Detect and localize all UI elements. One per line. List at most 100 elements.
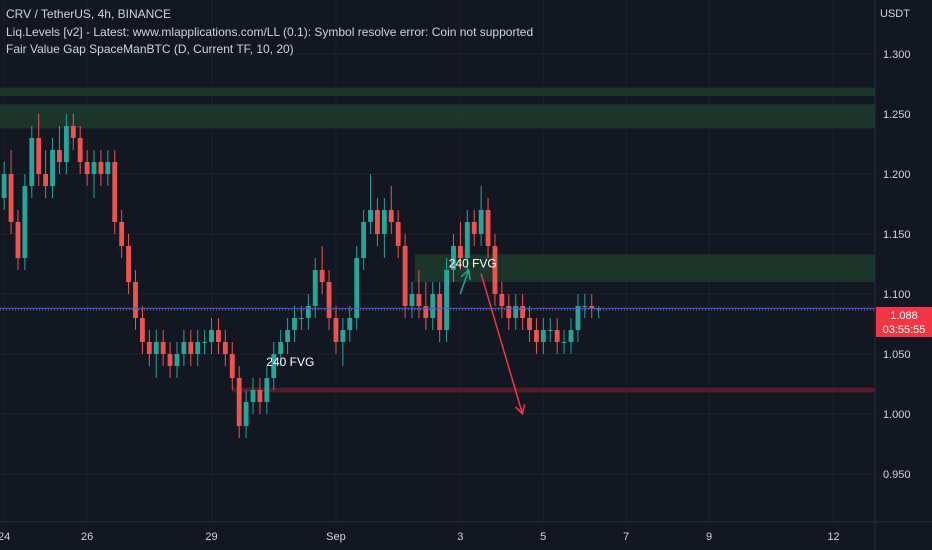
- time-tick-label: 12: [827, 531, 839, 543]
- fvg-label: 240 FVG: [266, 355, 314, 369]
- candle-body: [437, 294, 443, 330]
- candle-body: [77, 138, 83, 162]
- fvg-zones: [0, 87, 876, 393]
- candle-body: [375, 210, 380, 234]
- candle-body: [222, 342, 228, 354]
- candle-body: [257, 390, 263, 402]
- candle-body: [381, 210, 387, 234]
- candle-body: [451, 246, 456, 270]
- symbol-title[interactable]: CRV / TetherUS, 4h, BINANCE: [6, 7, 171, 21]
- candle-body: [368, 210, 373, 222]
- candle-body: [50, 150, 55, 186]
- price-tick-label: 1.300: [883, 49, 911, 61]
- candle-body: [520, 306, 526, 318]
- candle-body: [70, 126, 76, 138]
- candle-body: [22, 186, 28, 258]
- candle-body: [195, 342, 201, 354]
- time-tick-label: 7: [623, 531, 629, 543]
- candle-series: [1, 114, 602, 438]
- price-axis[interactable]: 0.950 1.000 1.050 1.100 1.150 1.200 1.250 1.300: [874, 0, 911, 550]
- time-tick-label: 29: [205, 531, 217, 543]
- candle-body: [464, 222, 470, 258]
- price-tick-label: 1.150: [883, 229, 911, 241]
- candle-body: [153, 342, 159, 354]
- candle-body: [499, 294, 505, 306]
- arrow-head: [514, 404, 526, 416]
- candle-body: [43, 174, 49, 186]
- bar-countdown: 03:55:55: [882, 324, 926, 336]
- candle-body: [395, 222, 401, 246]
- candle-body: [361, 222, 367, 258]
- time-tick-label: Sep: [326, 531, 346, 543]
- candle-body: [416, 294, 422, 306]
- candle-body: [1, 174, 7, 198]
- candle-body: [236, 378, 242, 426]
- candle-body: [36, 138, 42, 174]
- candle-body: [112, 162, 118, 222]
- candle-body: [582, 306, 588, 307]
- time-tick-label: 3: [457, 531, 463, 543]
- trend-arrow: [480, 273, 524, 415]
- candle-body: [492, 246, 498, 294]
- currency-label[interactable]: USDT: [880, 8, 910, 20]
- trend-arrow: [459, 269, 470, 295]
- fvg-zone: [0, 87, 875, 96]
- candle-body: [8, 174, 14, 222]
- time-tick-label: 5: [540, 531, 546, 543]
- fvg-zone: [0, 104, 875, 129]
- candle-body: [513, 306, 519, 318]
- candle-body: [409, 294, 415, 306]
- candle-body: [547, 330, 553, 331]
- price-tick-label: 1.050: [883, 349, 911, 361]
- price-tick-label: 1.250: [883, 109, 911, 121]
- candle-body: [457, 246, 463, 258]
- candle-body: [181, 342, 187, 354]
- candle-body: [105, 162, 111, 174]
- candle-body: [188, 342, 194, 354]
- candle-body: [471, 222, 477, 234]
- indicator-fvg[interactable]: Fair Value Gap SpaceManBTC (D, Current T…: [6, 42, 294, 56]
- candle-body: [354, 258, 360, 318]
- candle-body: [91, 162, 97, 174]
- candle-body: [292, 318, 297, 330]
- candle-body: [278, 342, 284, 354]
- price-tick-label: 1.100: [883, 289, 911, 301]
- candle-body: [319, 270, 325, 282]
- candle-body: [340, 330, 346, 342]
- time-tick-label: 26: [81, 531, 93, 543]
- candle-body: [527, 318, 532, 330]
- candle-body: [561, 342, 567, 343]
- candle-body: [167, 354, 173, 366]
- candle-body: [84, 162, 90, 174]
- candle-body: [216, 330, 221, 342]
- candle-body: [119, 222, 125, 246]
- candle-body: [333, 318, 339, 342]
- candle-body: [57, 150, 62, 162]
- candle-body: [312, 270, 318, 306]
- time-axis[interactable]: 24 26 29 Sep 3 5 7 9 12: [0, 521, 932, 543]
- candle-body: [174, 354, 180, 366]
- candle-body: [133, 282, 138, 318]
- candle-body: [478, 210, 484, 234]
- candle-body: [146, 342, 152, 354]
- fvg-zone: [414, 254, 875, 282]
- candle-body: [15, 222, 21, 258]
- candle-body: [589, 306, 595, 309]
- candle-body: [202, 342, 208, 343]
- indicator-liq-levels[interactable]: Liq.Levels [v2] - Latest: www.mlapplicat…: [6, 24, 534, 39]
- price-tick-label: 1.000: [883, 409, 911, 421]
- candle-body: [250, 390, 256, 402]
- candle-body: [139, 318, 145, 342]
- candle-body: [430, 294, 436, 318]
- last-price-value: 1.088: [890, 310, 918, 322]
- candle-body: [506, 306, 512, 318]
- candle-body: [98, 162, 104, 174]
- fvg-label: 240 FVG: [449, 257, 497, 271]
- candle-body: [402, 246, 408, 306]
- candle-body: [423, 306, 429, 318]
- candle-body: [264, 378, 270, 402]
- candle-body: [209, 330, 214, 342]
- time-tick-label: 9: [706, 531, 712, 543]
- chart-legend: CRV / TetherUS, 4h, BINANCE Liq.Levels […: [6, 6, 533, 59]
